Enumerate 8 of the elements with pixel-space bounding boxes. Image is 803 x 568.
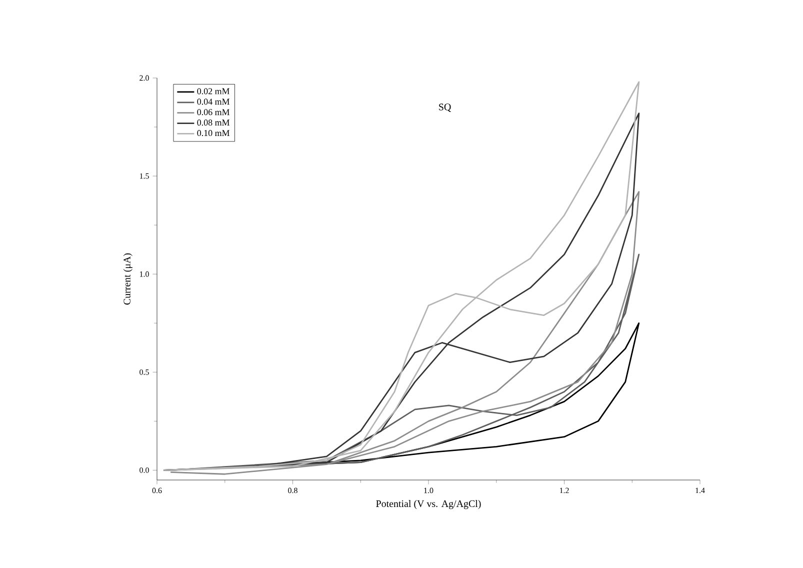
legend-label: 0.10 mM [197, 130, 230, 136]
text: SQ [439, 104, 451, 112]
legend-label: 0.06 mM [197, 109, 230, 116]
legend-label: 0.08 mM [197, 120, 230, 126]
legend-label: 0.04 mM [197, 98, 230, 105]
y-axis-title: Current (μA) [123, 253, 132, 305]
legend-label: 0.02 mM [197, 88, 230, 94]
x-axis-title: Potential (V vs. Ag/AgCl) [376, 500, 481, 510]
